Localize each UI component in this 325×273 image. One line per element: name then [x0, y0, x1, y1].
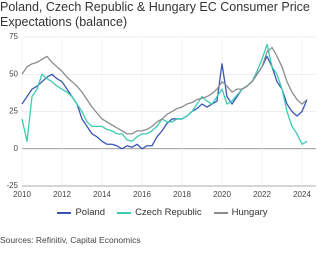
chart-title: Poland, Czech Republic & Hungary EC Cons…	[0, 0, 310, 29]
legend-label: Czech Republic	[135, 207, 202, 218]
y-tick-label: 75	[9, 32, 18, 41]
legend-entry: Czech Republic	[117, 207, 202, 218]
x-tick-label: 2016	[133, 190, 151, 199]
legend-label: Poland	[75, 207, 106, 218]
legend-swatch	[57, 211, 72, 214]
x-tick-label: 2014	[93, 190, 111, 199]
legend-swatch	[213, 211, 228, 214]
legend-label: Hungary	[231, 207, 268, 218]
x-tick-label: 2024	[293, 190, 311, 199]
y-tick-label: 25	[9, 107, 18, 116]
legend-entry: Hungary	[213, 207, 268, 218]
source-note: Sources: Refinitiv, Capital Economics	[0, 235, 141, 245]
legend-swatch	[117, 211, 132, 214]
series-line	[21, 46, 308, 135]
x-tick-label: 2022	[253, 190, 271, 199]
series-line	[21, 43, 308, 145]
x-tick-label: 2018	[173, 190, 191, 199]
x-tick-label: 2012	[53, 190, 71, 199]
legend-entry: Poland	[57, 207, 105, 218]
legend: Poland Czech Republic Hungary	[0, 207, 325, 218]
x-tick-label: 2020	[213, 190, 231, 199]
y-tick-label: -25	[6, 181, 18, 190]
series-line	[21, 55, 308, 150]
x-tick-label: 2010	[13, 190, 31, 199]
y-tick-label: 50	[9, 69, 18, 78]
y-tick-label: 0	[14, 144, 19, 153]
